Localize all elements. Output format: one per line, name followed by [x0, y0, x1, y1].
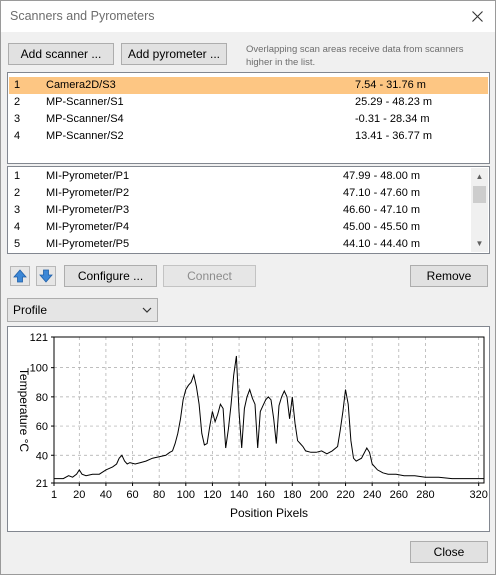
pyrometer-index: 4	[14, 221, 21, 233]
pyrometer-row[interactable]: 3 MI-Pyrometer/P3 46.60 - 47.10 m	[9, 202, 472, 219]
y-tick-label: 121	[30, 332, 48, 344]
pyrometer-name: MI-Pyrometer/P5	[46, 238, 130, 250]
arrow-down-icon	[39, 269, 53, 283]
scroll-thumb[interactable]	[473, 186, 486, 203]
remove-button[interactable]: Remove	[410, 265, 488, 287]
configure-button[interactable]: Configure ...	[64, 265, 157, 287]
overlap-hint: Overlapping scan areas receive data from…	[246, 44, 464, 68]
pyrometer-name: MI-Pyrometer/P4	[46, 221, 130, 233]
view-mode-select[interactable]: Profile	[7, 298, 158, 322]
pyrometer-range: 46.60 - 47.10 m	[343, 204, 421, 216]
plot-frame	[53, 336, 485, 484]
pyrometer-name: MI-Pyrometer/P2	[46, 187, 130, 199]
x-tick-label: 240	[363, 489, 381, 501]
scroll-up-icon[interactable]: ▲	[475, 172, 484, 181]
scanner-name: MP-Scanner/S4	[46, 113, 124, 125]
scanner-name: Camera2D/S3	[46, 79, 116, 91]
move-up-button[interactable]	[10, 266, 30, 286]
move-down-button[interactable]	[36, 266, 56, 286]
view-mode-value: Profile	[13, 303, 48, 317]
x-tick-label: 180	[283, 489, 301, 501]
y-tick-label: 80	[36, 392, 48, 404]
x-tick-label: 1	[51, 489, 57, 501]
scanner-range: 25.29 - 48.23 m	[355, 96, 433, 108]
add-pyrometer-button[interactable]: Add pyrometer ...	[121, 43, 227, 65]
pyrometer-row[interactable]: 5 MI-Pyrometer/P5 44.10 - 44.40 m	[9, 236, 472, 253]
pyrometer-row[interactable]: 2 MI-Pyrometer/P2 47.10 - 47.60 m	[9, 185, 472, 202]
x-tick-label: 140	[230, 489, 248, 501]
x-tick-label: 20	[73, 489, 85, 501]
close-icon	[471, 11, 483, 22]
pyrometer-index: 5	[14, 238, 21, 250]
pyrometer-row[interactable]: 1 MI-Pyrometer/P1 47.99 - 48.00 m	[9, 168, 472, 185]
y-tick-label: 21	[36, 478, 48, 490]
profile-chart-panel: 1 20 40 60 80 100 120 140 160 180 200 220 240 260 280 3…	[7, 326, 490, 532]
y-tick-label: 100	[30, 363, 48, 375]
x-tick-label: 280	[416, 489, 434, 501]
scanner-row[interactable]: 4 MP-Scanner/S2 13.41 - 36.77 m	[9, 128, 488, 145]
y-axis-label: Temperature °C	[17, 368, 31, 452]
title-bar: Scanners and Pyrometers	[1, 1, 495, 32]
pyrometer-index: 2	[14, 187, 21, 199]
close-button[interactable]: Close	[410, 541, 488, 563]
scanner-name: MP-Scanner/S1	[46, 96, 124, 108]
pyrometer-range: 44.10 - 44.40 m	[343, 238, 421, 250]
scanner-row[interactable]: 1 Camera2D/S3 7.54 - 31.76 m	[9, 77, 488, 94]
scanner-range: 7.54 - 31.76 m	[355, 79, 426, 91]
pyrometer-name: MI-Pyrometer/P3	[46, 204, 130, 216]
temperature-profile-line	[54, 355, 484, 480]
pyrometer-name: MI-Pyrometer/P1	[46, 170, 130, 182]
x-tick-label: 200	[310, 489, 328, 501]
pyrometer-row[interactable]: 4 MI-Pyrometer/P4 45.00 - 45.50 m	[9, 219, 472, 236]
x-tick-label: 80	[153, 489, 165, 501]
pyrometer-index: 1	[14, 170, 21, 182]
scanner-index: 2	[14, 96, 21, 108]
x-tick-label: 220	[336, 489, 354, 501]
chevron-down-icon	[142, 307, 152, 313]
close-window-button[interactable]	[459, 1, 495, 32]
x-tick-label: 60	[126, 489, 138, 501]
pyrometer-range: 47.10 - 47.60 m	[343, 187, 421, 199]
pyrometer-scrollbar[interactable]: ▲ ▼	[471, 168, 488, 252]
x-axis-label: Position Pixels	[230, 506, 308, 520]
profile-chart: 1 20 40 60 80 100 120 140 160 180 200 220 240 260 280 3…	[17, 332, 488, 520]
pyrometer-range: 47.99 - 48.00 m	[343, 170, 421, 182]
x-tick-label: 160	[256, 489, 274, 501]
scanner-row[interactable]: 2 MP-Scanner/S1 25.29 - 48.23 m	[9, 94, 488, 111]
pyrometer-index: 3	[14, 204, 21, 216]
scanner-range: 13.41 - 36.77 m	[355, 130, 433, 142]
pyrometer-range: 45.00 - 45.50 m	[343, 221, 421, 233]
connect-button[interactable]: Connect	[163, 265, 256, 287]
x-tick-label: 320	[469, 489, 487, 501]
scanner-index: 3	[14, 113, 21, 125]
scanner-name: MP-Scanner/S2	[46, 130, 124, 142]
arrow-up-icon	[13, 269, 27, 283]
add-scanner-button[interactable]: Add scanner ...	[8, 43, 114, 65]
scanner-index: 4	[14, 130, 21, 142]
pyrometer-list[interactable]: 1 MI-Pyrometer/P1 47.99 - 48.00 m 2 MI-P…	[7, 166, 490, 254]
y-tick-label: 60	[36, 421, 48, 433]
x-tick-label: 260	[390, 489, 408, 501]
scanner-range: -0.31 - 28.34 m	[355, 113, 430, 125]
window-title: Scanners and Pyrometers	[10, 9, 155, 23]
scanner-row[interactable]: 3 MP-Scanner/S4 -0.31 - 28.34 m	[9, 111, 488, 128]
scanner-list[interactable]: 1 Camera2D/S3 7.54 - 31.76 m 2 MP-Scanne…	[7, 72, 490, 164]
x-tick-label: 120	[203, 489, 221, 501]
x-tick-label: 100	[177, 489, 195, 501]
y-tick-label: 40	[36, 450, 48, 462]
scanner-index: 1	[14, 79, 21, 91]
x-tick-label: 40	[100, 489, 112, 501]
scroll-down-icon[interactable]: ▼	[475, 239, 484, 248]
